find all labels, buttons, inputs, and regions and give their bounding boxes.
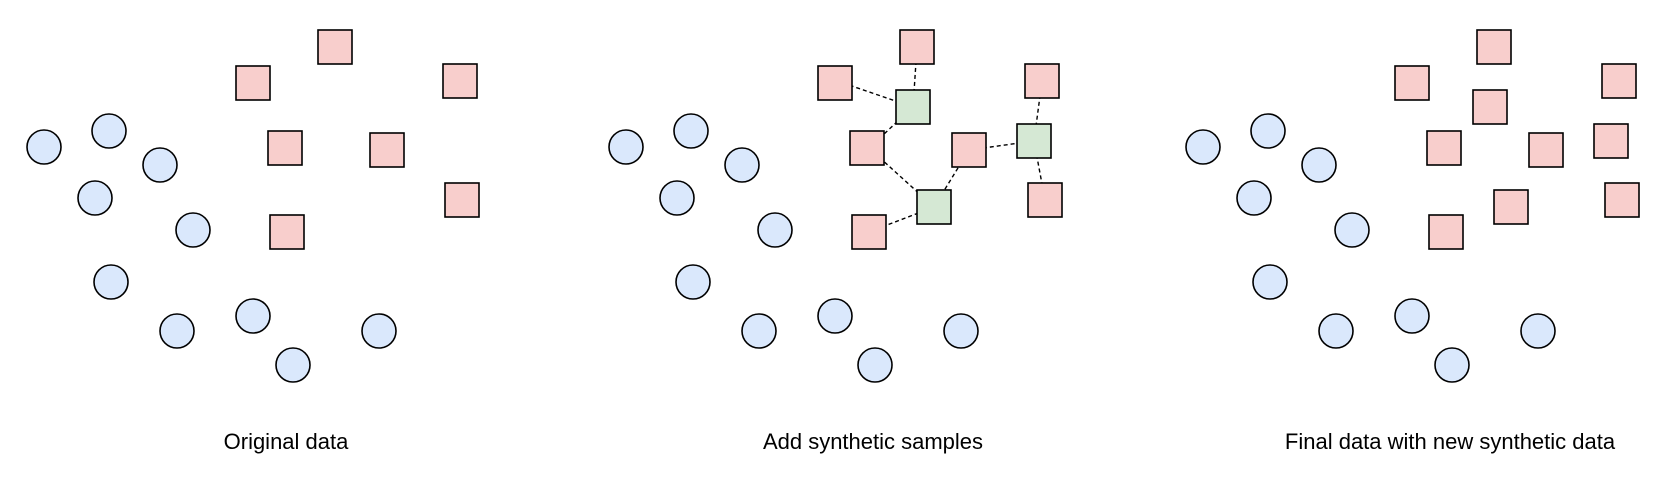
majority-sample: [93, 264, 129, 300]
minority-sample: [1027, 182, 1063, 218]
minority-sample: [235, 65, 271, 101]
majority-sample: [741, 313, 777, 349]
majority-sample: [1318, 313, 1354, 349]
caption-original-data: Original data: [224, 429, 350, 454]
minority-sample: [1604, 182, 1640, 218]
panel-final-data: [1185, 29, 1640, 383]
minority-sample: [267, 130, 303, 166]
minority-sample: [851, 214, 887, 250]
majority-sample: [724, 147, 760, 183]
majority-sample: [1434, 347, 1470, 383]
majority-sample: [91, 113, 127, 149]
majority-sample: [142, 147, 178, 183]
majority-sample: [659, 180, 695, 216]
minority-sample: [1394, 65, 1430, 101]
majority-sample: [675, 264, 711, 300]
minority-sample: [817, 65, 853, 101]
majority-sample: [817, 298, 853, 334]
minority-sample: [1426, 130, 1462, 166]
minority-sample: [1528, 132, 1564, 168]
majority-sample: [275, 347, 311, 383]
minority-sample: [1476, 29, 1512, 65]
majority-sample: [235, 298, 271, 334]
minority-sample: [899, 29, 935, 65]
majority-sample: [1250, 113, 1286, 149]
caption-final-data: Final data with new synthetic data: [1285, 429, 1616, 454]
minority-sample: [317, 29, 353, 65]
majority-sample: [757, 212, 793, 248]
minority-sample: [1472, 89, 1508, 125]
majority-sample: [673, 113, 709, 149]
majority-sample: [1394, 298, 1430, 334]
minority-sample: [444, 182, 480, 218]
majority-sample: [1301, 147, 1337, 183]
majority-sample: [159, 313, 195, 349]
minority-sample: [1601, 63, 1637, 99]
minority-sample: [369, 132, 405, 168]
majority-sample: [77, 180, 113, 216]
minority-sample: [442, 63, 478, 99]
synthetic-sample: [916, 189, 952, 225]
majority-sample: [1520, 313, 1556, 349]
majority-sample: [1236, 180, 1272, 216]
synthetic-sample: [1016, 123, 1052, 159]
minority-sample: [1024, 63, 1060, 99]
majority-sample: [857, 347, 893, 383]
majority-sample: [1252, 264, 1288, 300]
minority-sample: [1593, 123, 1629, 159]
majority-sample: [361, 313, 397, 349]
majority-sample: [26, 129, 62, 165]
majority-sample: [1334, 212, 1370, 248]
interpolation-link: [842, 82, 914, 108]
synthetic-sample: [895, 89, 931, 125]
minority-sample: [951, 132, 987, 168]
majority-sample: [1185, 129, 1221, 165]
caption-add-synthetic-samples: Add synthetic samples: [763, 429, 983, 454]
minority-sample: [269, 214, 305, 250]
panel-add-synthetic-samples: [608, 29, 1063, 383]
minority-sample: [1493, 189, 1529, 225]
majority-sample: [175, 212, 211, 248]
majority-sample: [608, 129, 644, 165]
minority-sample: [1428, 214, 1464, 250]
panel-original-data: [26, 29, 480, 383]
minority-sample: [849, 130, 885, 166]
majority-sample: [943, 313, 979, 349]
